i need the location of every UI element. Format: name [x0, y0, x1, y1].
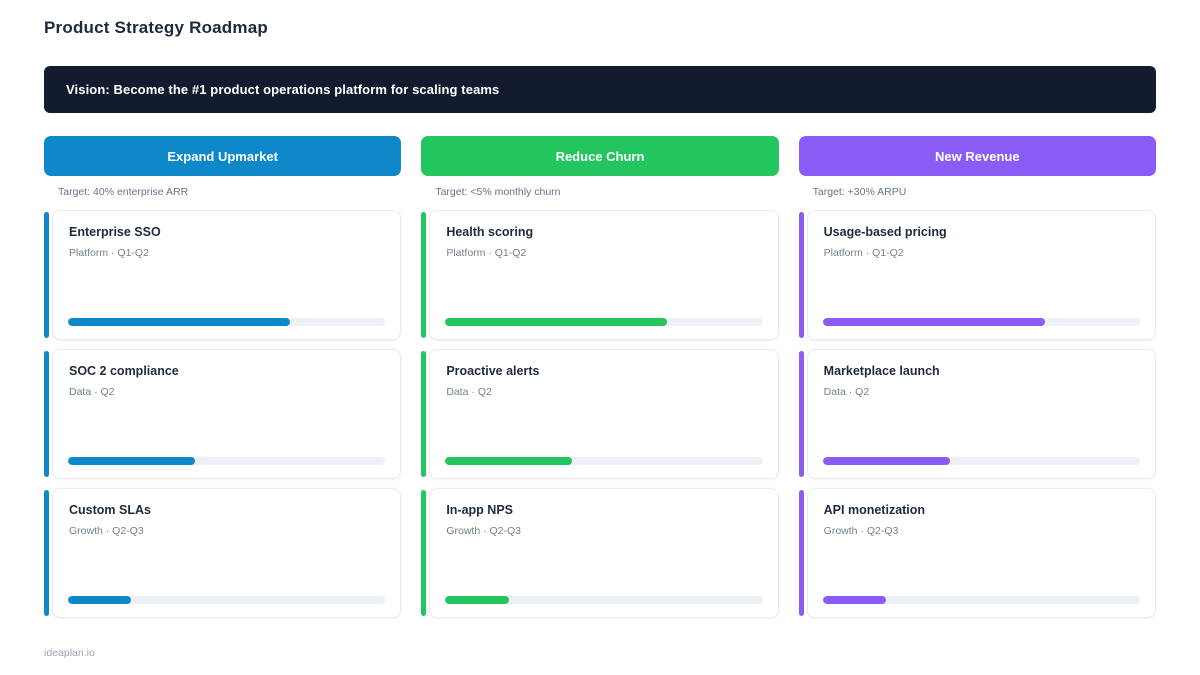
column-header-label: New Revenue — [935, 148, 1020, 164]
column-target: Target: 40% enterprise ARR — [58, 186, 189, 198]
card-accent-bar — [44, 490, 49, 616]
card-accent-bar — [798, 212, 804, 338]
card-health-scoring[interactable]: Health scoring Platform · Q1-Q2 — [421, 210, 779, 340]
card-accent-bar — [421, 212, 427, 338]
card-accent-bar — [421, 490, 427, 616]
column-new-revenue: New Revenue Target: +30% ARPU Usage-base… — [798, 136, 1156, 618]
card-proactive-alerts[interactable]: Proactive alerts Data · Q2 — [421, 349, 779, 479]
column-reduce-churn: Reduce Churn Target: <5% monthly churn H… — [421, 136, 779, 618]
column-expand-upmarket: Expand Upmarket Target: 40% enterprise A… — [44, 136, 402, 618]
progress-track — [68, 457, 386, 465]
progress-track — [822, 318, 1140, 326]
progress-fill — [822, 457, 950, 465]
card-body[interactable]: SOC 2 compliance Data · Q2 — [52, 349, 402, 479]
column-target: Target: <5% monthly churn — [435, 186, 561, 198]
progress-fill — [822, 318, 1045, 326]
card-title: Custom SLAs — [69, 503, 151, 517]
progress-fill — [68, 457, 195, 465]
card-meta: Data · Q2 — [823, 386, 870, 398]
card-in-app-nps[interactable]: In-app NPS Growth · Q2-Q3 — [421, 488, 779, 618]
card-meta: Platform · Q1-Q2 — [69, 247, 149, 259]
progress-track — [445, 596, 763, 604]
column-header-new-revenue[interactable]: New Revenue — [798, 136, 1156, 176]
footer-brand: ideaplan.io — [44, 647, 95, 659]
card-body[interactable]: Marketplace launch Data · Q2 — [806, 349, 1156, 479]
progress-track — [68, 318, 386, 326]
card-meta: Growth · Q2-Q3 — [823, 525, 899, 537]
card-title: Enterprise SSO — [69, 225, 161, 239]
progress-fill — [445, 457, 573, 465]
card-meta: Data · Q2 — [69, 386, 115, 398]
card-soc2-compliance[interactable]: SOC 2 compliance Data · Q2 — [44, 349, 402, 479]
progress-fill — [68, 596, 132, 604]
card-accent-bar — [44, 351, 49, 477]
column-target: Target: +30% ARPU — [812, 186, 907, 198]
vision-banner: Vision: Become the #1 product operations… — [44, 66, 1156, 113]
card-body[interactable]: Health scoring Platform · Q1-Q2 — [429, 210, 779, 340]
progress-track — [445, 457, 763, 465]
vision-statement: Vision: Become the #1 product operations… — [66, 82, 500, 97]
page-title: Product Strategy Roadmap — [44, 18, 268, 37]
column-header-label: Reduce Churn — [555, 148, 645, 164]
progress-track — [68, 596, 386, 604]
card-meta: Growth · Q2-Q3 — [69, 525, 144, 537]
card-body[interactable]: Usage-based pricing Platform · Q1-Q2 — [806, 210, 1156, 340]
card-accent-bar — [798, 490, 804, 616]
card-title: Proactive alerts — [446, 364, 540, 378]
column-header-label: Expand Upmarket — [167, 148, 278, 164]
card-marketplace-launch[interactable]: Marketplace launch Data · Q2 — [798, 349, 1156, 479]
card-title: API monetization — [823, 503, 926, 517]
card-title: Usage-based pricing — [823, 225, 947, 239]
card-custom-slas[interactable]: Custom SLAs Growth · Q2-Q3 — [44, 488, 402, 618]
card-list: Health scoring Platform · Q1-Q2 Proactiv… — [421, 210, 779, 618]
card-title: Marketplace launch — [823, 364, 940, 378]
progress-fill — [445, 318, 668, 326]
card-meta: Platform · Q1-Q2 — [446, 247, 527, 259]
card-title: SOC 2 compliance — [69, 364, 179, 378]
progress-fill — [822, 596, 887, 604]
progress-fill — [68, 318, 291, 326]
card-meta: Platform · Q1-Q2 — [823, 247, 904, 259]
card-enterprise-sso[interactable]: Enterprise SSO Platform · Q1-Q2 — [44, 210, 402, 340]
progress-fill — [445, 596, 509, 604]
card-list: Usage-based pricing Platform · Q1-Q2 Mar… — [798, 210, 1156, 618]
column-header-reduce-churn[interactable]: Reduce Churn — [421, 136, 779, 176]
card-meta: Data · Q2 — [446, 386, 492, 398]
progress-track — [822, 457, 1140, 465]
card-body[interactable]: Enterprise SSO Platform · Q1-Q2 — [52, 210, 402, 340]
roadmap-page: Product Strategy Roadmap Vision: Become … — [44, 18, 1156, 659]
card-api-monetization[interactable]: API monetization Growth · Q2-Q3 — [798, 488, 1156, 618]
card-accent-bar — [421, 351, 427, 477]
column-header-expand-upmarket[interactable]: Expand Upmarket — [44, 136, 402, 176]
roadmap-columns: Expand Upmarket Target: 40% enterprise A… — [44, 136, 1156, 618]
progress-track — [822, 596, 1140, 604]
card-accent-bar — [44, 212, 49, 338]
card-list: Enterprise SSO Platform · Q1-Q2 SOC 2 co… — [44, 210, 402, 618]
card-title: In-app NPS — [446, 503, 513, 517]
card-usage-based-pricing[interactable]: Usage-based pricing Platform · Q1-Q2 — [798, 210, 1156, 340]
progress-track — [445, 318, 763, 326]
card-meta: Growth · Q2-Q3 — [446, 525, 522, 537]
card-body[interactable]: In-app NPS Growth · Q2-Q3 — [429, 488, 779, 618]
card-body[interactable]: Proactive alerts Data · Q2 — [429, 349, 779, 479]
card-title: Health scoring — [446, 225, 534, 239]
card-accent-bar — [798, 351, 804, 477]
card-body[interactable]: Custom SLAs Growth · Q2-Q3 — [52, 488, 402, 618]
card-body[interactable]: API monetization Growth · Q2-Q3 — [806, 488, 1156, 618]
